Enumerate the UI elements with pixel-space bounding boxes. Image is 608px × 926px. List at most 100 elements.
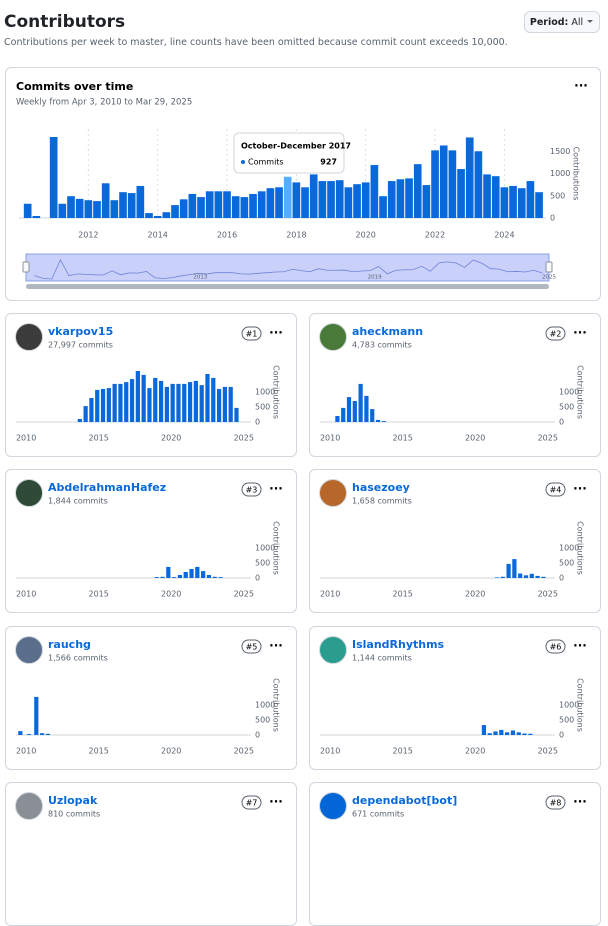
contributor-name[interactable]: Uzlopak [48, 794, 98, 807]
avatar[interactable] [15, 792, 43, 820]
bar [535, 575, 540, 578]
bar [58, 203, 67, 218]
contributor-name[interactable]: dependabot[bot] [352, 794, 457, 807]
menu-button[interactable]: ··· [573, 482, 587, 496]
tooltip-value: 927 [320, 158, 337, 167]
bar [187, 382, 193, 422]
contributor-chart: Uzlopak 810 commits #7 ··· [15, 792, 283, 820]
x-tick-label: 2020 [465, 747, 485, 756]
menu-button[interactable]: ··· [573, 326, 587, 340]
x-tick-label: 2025 [538, 747, 558, 756]
avatar[interactable] [319, 479, 347, 507]
y-tick-label: 1000 [559, 544, 579, 553]
y-tick-label: 500 [559, 716, 574, 725]
bar [136, 185, 145, 218]
bar [309, 174, 318, 218]
bar [318, 181, 327, 218]
bar [364, 395, 369, 422]
page-subtitle: Contributions per week to master, line c… [4, 37, 508, 48]
contributor-name[interactable]: hasezoey [352, 481, 410, 494]
rank-badge [241, 639, 262, 654]
contributor-name[interactable]: IslandRhythms [352, 638, 445, 651]
bar [100, 389, 106, 422]
bar [335, 180, 344, 218]
contributor-name[interactable]: aheckmann [352, 325, 423, 338]
bar [205, 191, 214, 218]
bar [205, 374, 210, 422]
period-button[interactable]: Period: All [524, 11, 600, 33]
rank-badge [545, 482, 566, 497]
contributor-chart: vkarpov15 27,997 commits #1 ··· 2010 2015 2020… [15, 323, 283, 443]
avatar[interactable] [319, 636, 347, 664]
bar [106, 388, 111, 422]
bar [158, 380, 164, 422]
y-tick-label: 500 [255, 403, 270, 412]
rank-badge [241, 326, 262, 341]
y-tick-label: 500 [559, 403, 574, 412]
menu-button[interactable]: ··· [269, 795, 283, 809]
y-tick-label: 1000 [559, 388, 579, 397]
bar [195, 566, 200, 578]
x-tick-label: 2014 [148, 231, 168, 240]
commit-count: 27,997 commits [48, 341, 113, 350]
avatar[interactable] [15, 479, 43, 507]
tooltip: October-December 2017 Commits 927 [233, 132, 351, 174]
bar [199, 385, 204, 422]
bar [266, 188, 275, 218]
bar [182, 383, 187, 422]
commit-count: 1,144 commits [352, 654, 412, 663]
contributor-chart: hasezoey 1,658 commits #4 ··· 2010 2015 2020 20… [319, 479, 587, 599]
menu-button[interactable]: ··· [574, 79, 588, 93]
contributor-name[interactable]: vkarpov15 [48, 325, 113, 338]
commit-count: 1,566 commits [48, 654, 108, 663]
x-tick-label: 2018 [286, 231, 306, 240]
bar [523, 575, 529, 578]
menu-button[interactable]: ··· [269, 482, 283, 496]
bar [499, 729, 504, 735]
bar [49, 137, 58, 218]
bar [431, 150, 439, 218]
bar [84, 200, 93, 218]
avatar[interactable] [15, 636, 43, 664]
menu-button[interactable]: ··· [269, 326, 283, 340]
brush-scrollbar[interactable] [26, 284, 549, 289]
bar [405, 178, 413, 218]
rank-badge [545, 326, 566, 341]
bar [172, 577, 177, 578]
bar [457, 169, 465, 218]
y-axis-label: Contributions [272, 365, 281, 419]
contributor-chart: rauchg 1,566 commits #5 ··· 2010 2015 2020 2025… [15, 636, 283, 756]
y-axis-label: Contributions [272, 678, 281, 732]
bar [301, 187, 309, 218]
bar [387, 181, 396, 218]
bar [93, 201, 101, 218]
menu-button[interactable]: ··· [573, 795, 587, 809]
x-tick-label: 2025 [538, 590, 558, 599]
avatar[interactable] [15, 323, 43, 351]
bar [448, 150, 457, 218]
bar [222, 386, 227, 422]
page-title: Contributors [4, 12, 126, 32]
bar [381, 421, 386, 422]
avatar[interactable] [319, 323, 347, 351]
bar [481, 725, 487, 735]
menu-button[interactable]: ··· [573, 639, 587, 653]
bar [283, 176, 292, 218]
contributor-name[interactable]: rauchg [48, 638, 91, 651]
x-tick-label: 2015 [89, 747, 109, 756]
bar [218, 577, 223, 578]
brush-handle-left[interactable] [22, 261, 30, 273]
menu-button[interactable]: ··· [269, 639, 283, 653]
rank-badge [241, 795, 262, 810]
bar [112, 383, 117, 422]
commit-count: 1,844 commits [48, 497, 108, 506]
bar [176, 383, 181, 422]
bar [257, 191, 266, 218]
bar [206, 575, 212, 578]
bar [26, 734, 32, 735]
avatar[interactable] [319, 792, 347, 820]
x-tick-label: 2010 [16, 747, 36, 756]
brush-handle-right[interactable] [545, 261, 553, 273]
contributor-name[interactable]: AbdelrahmanHafez [48, 481, 166, 494]
contributor-chart: IslandRhythms 1,144 commits #6 ··· 2010 2015 2… [319, 636, 587, 756]
